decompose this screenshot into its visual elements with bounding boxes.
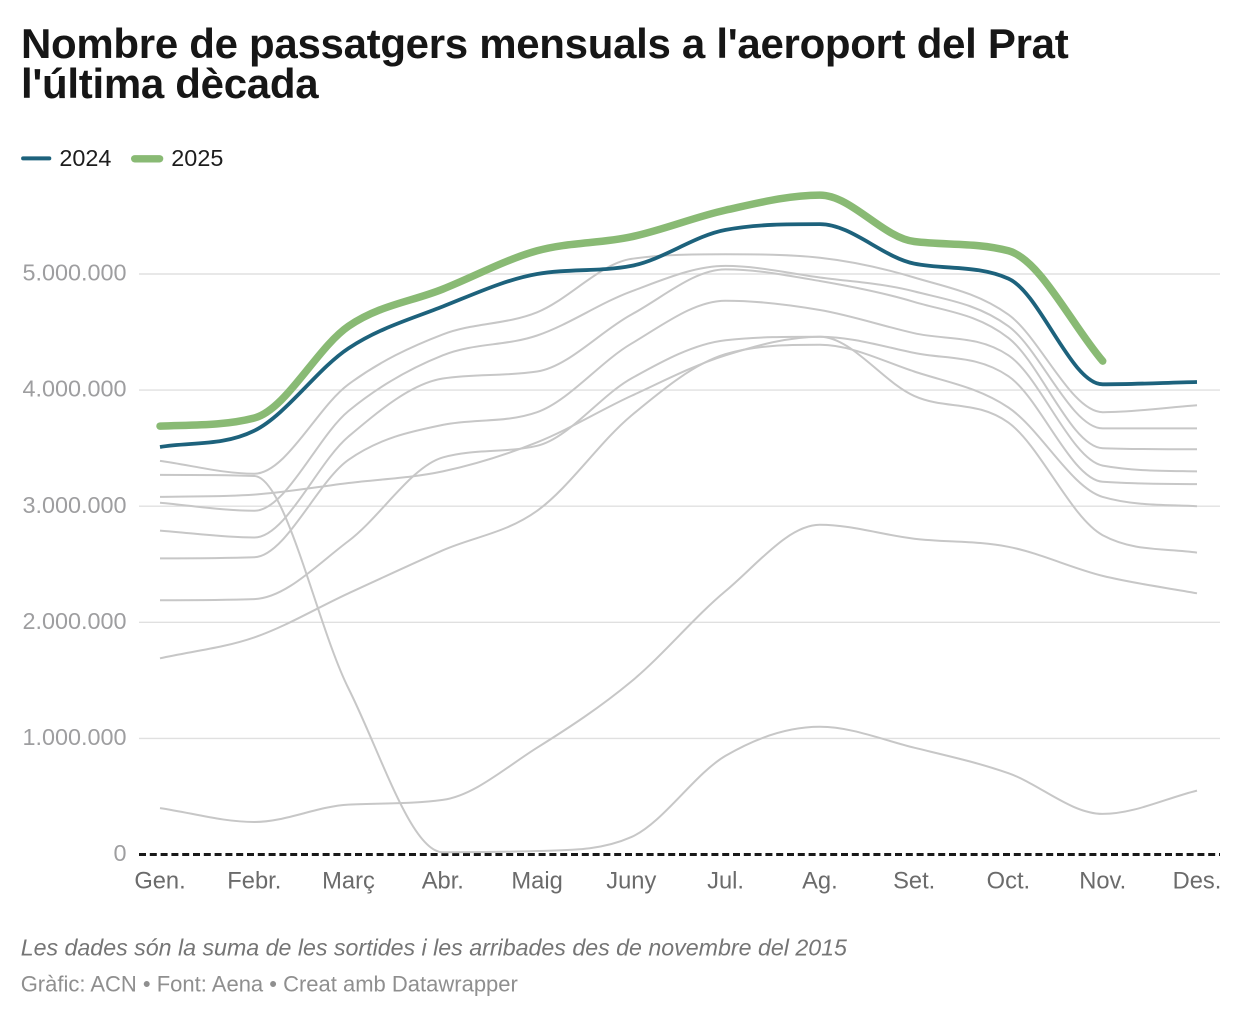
svg-text:3.000.000: 3.000.000 [22,492,126,518]
svg-text:Set.: Set. [893,869,935,895]
svg-text:Nombre de passatgers mensuals: Nombre de passatgers mensuals a l'aeropo… [21,20,1069,67]
svg-text:1.000.000: 1.000.000 [22,724,126,750]
svg-text:Ag.: Ag. [802,869,838,895]
svg-text:Maig: Maig [511,869,562,895]
svg-text:Juny: Juny [606,869,656,895]
svg-text:Gen.: Gen. [134,869,185,895]
svg-text:2.000.000: 2.000.000 [22,608,126,634]
svg-text:Oct.: Oct. [987,869,1030,895]
svg-text:Gràfic: ACN • Font: Aena • Cre: Gràfic: ACN • Font: Aena • Creat amb Dat… [21,971,518,996]
svg-text:l'última dècada: l'última dècada [21,60,319,107]
svg-text:2025: 2025 [171,145,223,171]
svg-text:Abr.: Abr. [422,869,464,895]
svg-text:5.000.000: 5.000.000 [22,260,126,286]
svg-text:Jul.: Jul. [707,869,744,895]
svg-text:4.000.000: 4.000.000 [22,376,126,402]
svg-text:Nov.: Nov. [1079,869,1126,895]
svg-text:Les dades són la suma de les s: Les dades són la suma de les sortides i … [21,935,847,961]
svg-text:2024: 2024 [59,145,111,171]
svg-text:Des.: Des. [1173,869,1222,895]
svg-text:0: 0 [113,840,126,866]
svg-text:Març: Març [322,869,375,895]
svg-text:Febr.: Febr. [227,869,281,895]
